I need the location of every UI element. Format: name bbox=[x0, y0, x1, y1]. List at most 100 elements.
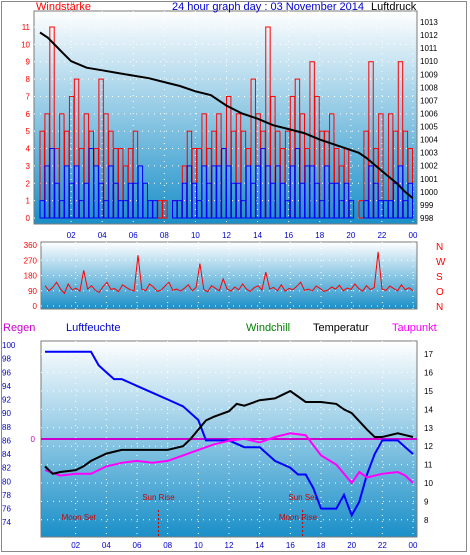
wind-xtick: 12 bbox=[222, 231, 231, 240]
wind-ytick: 8 bbox=[26, 75, 31, 84]
wind-xtick: 16 bbox=[284, 231, 293, 240]
dewpoint-line bbox=[44, 432, 414, 485]
pressure-ytick: 1000 bbox=[420, 188, 438, 197]
temp-xtick: 10 bbox=[194, 541, 203, 550]
wind-ytick: 11 bbox=[22, 23, 31, 32]
wind-avg-bar bbox=[240, 200, 247, 219]
wind-avg-bar bbox=[343, 182, 350, 219]
humidity-ytick: 84 bbox=[2, 450, 11, 459]
compass-label: O bbox=[436, 287, 444, 298]
humidity-ytick: 88 bbox=[2, 423, 11, 432]
humidity-ytick: 78 bbox=[2, 491, 11, 500]
compass-label: W bbox=[436, 257, 446, 268]
wind-avg-bar bbox=[319, 200, 325, 219]
header-luftdruck: Luftdruck bbox=[371, 1, 417, 13]
temp-ytick: 13 bbox=[424, 424, 433, 433]
wind-avg-bar bbox=[68, 182, 75, 219]
temp-xtick: 14 bbox=[255, 541, 264, 550]
label-taupunkt: Taupunkt bbox=[392, 322, 437, 334]
wind-avg-bar bbox=[44, 165, 50, 219]
humidity-ytick: 92 bbox=[2, 396, 11, 405]
wind-xtick: 14 bbox=[253, 231, 262, 240]
wind-xtick: 10 bbox=[191, 231, 200, 240]
header-title: 24 hour graph day : 03 November 2014 bbox=[172, 1, 364, 13]
wind-avg-bar bbox=[373, 182, 379, 219]
humidity-ytick: 100 bbox=[2, 341, 16, 350]
humidity-ytick: 86 bbox=[2, 436, 11, 445]
humidity-ytick: 80 bbox=[2, 477, 11, 486]
wind-avg-bar bbox=[378, 200, 384, 219]
dir-ytick: 0 bbox=[33, 302, 38, 311]
wind-avg-bar bbox=[176, 200, 183, 219]
wind-ytick: 4 bbox=[26, 145, 31, 154]
temp-ytick: 16 bbox=[424, 369, 433, 378]
temp-ytick: 14 bbox=[424, 405, 433, 414]
wind-ytick: 3 bbox=[26, 162, 31, 171]
wind-gust-bar bbox=[358, 200, 364, 219]
temp-ytick: 12 bbox=[424, 442, 433, 451]
temp-ytick: 11 bbox=[424, 461, 433, 470]
wind-ytick: 7 bbox=[26, 92, 31, 101]
wind-avg-bar bbox=[407, 182, 413, 219]
humidity-line bbox=[45, 350, 414, 518]
compass-label: N bbox=[436, 302, 443, 313]
wind-avg-bar bbox=[260, 148, 266, 219]
wind-ytick: 6 bbox=[26, 110, 31, 119]
wind-avg-bar bbox=[284, 200, 291, 219]
humidity-ytick: 96 bbox=[2, 368, 11, 377]
wind-avg-bar bbox=[329, 182, 335, 219]
wind-avg-bar bbox=[397, 165, 404, 219]
wind-avg-bar bbox=[152, 200, 158, 219]
wind-xtick: 18 bbox=[315, 231, 324, 240]
rain-zero-label: 0 bbox=[31, 435, 36, 444]
pressure-ytick: 1006 bbox=[420, 109, 438, 118]
wind-avg-bar bbox=[333, 182, 340, 219]
wind-avg-bar bbox=[216, 165, 222, 219]
wind-avg-bar bbox=[181, 182, 188, 219]
wind-xtick: 08 bbox=[160, 231, 169, 240]
wind-ytick: 5 bbox=[26, 127, 31, 136]
temp-ytick: 17 bbox=[424, 350, 433, 359]
dir-ytick: 360 bbox=[24, 241, 38, 250]
wind-avg-bar bbox=[172, 200, 178, 219]
annotation-label: Sun Set bbox=[288, 493, 317, 502]
wind-avg-bar bbox=[230, 182, 237, 219]
pressure-ytick: 1012 bbox=[420, 31, 438, 40]
wind-xtick: 20 bbox=[346, 231, 355, 240]
wind-xtick: 22 bbox=[377, 231, 386, 240]
wind-avg-bar bbox=[93, 165, 99, 219]
dir-ytick: 90 bbox=[28, 287, 37, 296]
temp-xtick: 04 bbox=[102, 541, 111, 550]
wind-xtick: 02 bbox=[67, 231, 76, 240]
wind-ytick: 10 bbox=[21, 40, 30, 49]
wind-avg-bar bbox=[299, 182, 306, 219]
wind-avg-bar bbox=[363, 200, 369, 219]
wind-avg-bar bbox=[59, 200, 65, 219]
temp-ytick: 9 bbox=[424, 497, 429, 506]
label-windchill: Windchill bbox=[246, 322, 290, 334]
pressure-ytick: 998 bbox=[420, 214, 434, 223]
wind-avg-bar bbox=[54, 182, 60, 219]
wind-ytick: 0 bbox=[26, 214, 31, 223]
wind-xtick: 06 bbox=[129, 231, 138, 240]
dir-ytick: 270 bbox=[24, 256, 38, 265]
header-windstaerke: Windstärke bbox=[36, 1, 91, 13]
pressure-ytick: 1011 bbox=[420, 44, 438, 53]
wind-avg-bar bbox=[201, 165, 207, 219]
label-luftfeuchte: Luftfeuchte bbox=[66, 322, 120, 334]
humidity-ytick: 90 bbox=[2, 409, 11, 418]
temp-xtick: 06 bbox=[133, 541, 142, 550]
wind-avg-bar bbox=[221, 148, 227, 219]
wind-avg-bar bbox=[147, 200, 153, 219]
humidity-ytick: 82 bbox=[2, 464, 11, 473]
wind-avg-bar bbox=[383, 200, 389, 219]
wind-ytick: 9 bbox=[26, 58, 31, 67]
temp-ytick: 10 bbox=[424, 479, 433, 488]
wind-avg-bar bbox=[368, 165, 374, 219]
pressure-line bbox=[39, 31, 414, 200]
wind-avg-bar bbox=[73, 165, 80, 219]
wind-avg-bar bbox=[279, 182, 286, 219]
wind-avg-bar bbox=[49, 148, 55, 219]
temp-xtick: 12 bbox=[225, 541, 234, 550]
